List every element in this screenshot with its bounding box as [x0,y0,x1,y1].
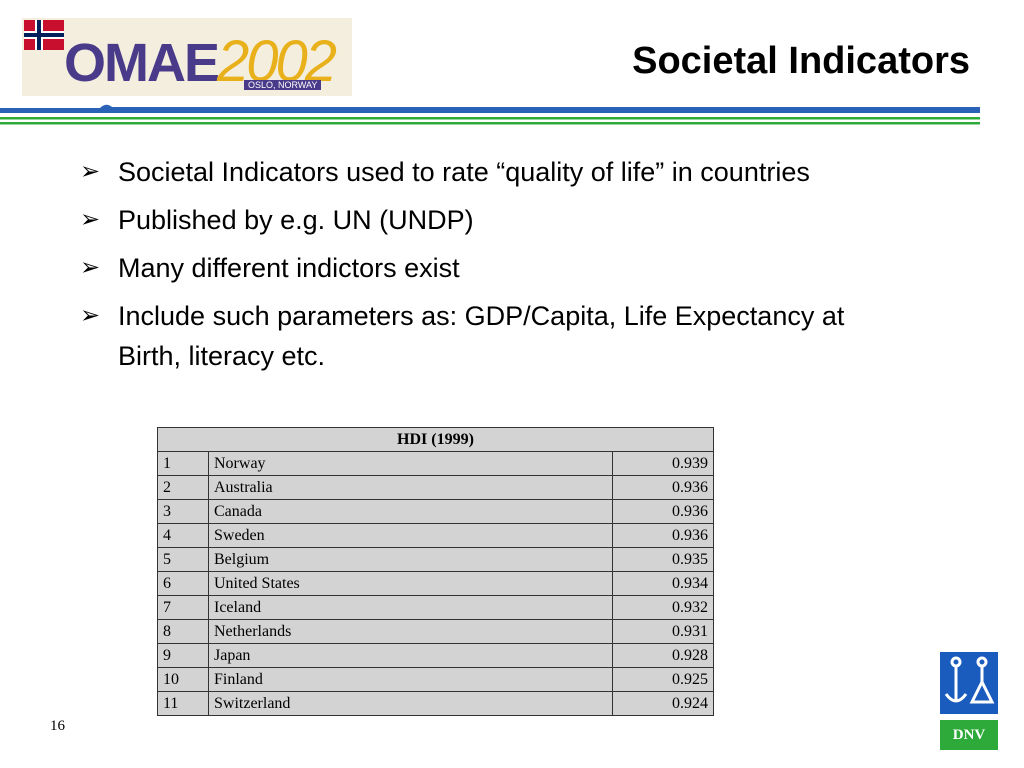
table-row: 6 United States 0.934 [157,571,714,596]
logo: OMAE 2002 OSLO, NORWAY [22,18,352,96]
country: Canada [208,499,613,524]
table-row: 10 Finland 0.925 [157,667,714,692]
country: Iceland [208,595,613,620]
rank: 11 [157,691,209,716]
country: Australia [208,475,613,500]
hdi-value: 0.936 [612,523,714,548]
hdi-table: HDI (1999) 1 Norway 0.939 2 Australia 0.936 3 C… [157,427,714,716]
rank: 4 [157,523,209,548]
dnv-icon [944,656,995,704]
bullet: ➢ Published by e.g. UN (UNDP) [80,200,880,240]
bullet-arrow: ➢ [80,302,101,329]
header-rule [0,104,980,125]
rank: 1 [157,451,209,476]
hdi-value: 0.936 [612,499,714,524]
table-header-row: HDI (1999) [157,427,714,452]
bullet-text: Societal Indicators used to rate “qualit… [118,157,810,187]
slide-title: Societal Indicators [632,40,970,82]
hdi-value: 0.939 [612,451,714,476]
page-number: 16 [50,718,65,734]
table-row: 7 Iceland 0.932 [157,595,714,620]
table-row: 9 Japan 0.928 [157,643,714,668]
country: Finland [208,667,613,692]
table-row: 11 Switzerland 0.924 [157,691,714,716]
green-rule [0,122,980,125]
rank: 7 [157,595,209,620]
hdi-value: 0.935 [612,547,714,572]
green-rule [0,117,980,120]
hdi-value: 0.925 [612,667,714,692]
rank: 3 [157,499,209,524]
table-title: HDI (1999) [157,427,714,452]
country: Netherlands [208,619,613,644]
bullet-text: Many different indictors exist [118,253,460,283]
logo-name: OMAE [64,33,220,93]
bullet: ➢ Societal Indicators used to rate “quali… [80,152,880,192]
dnv-emblem [940,652,998,714]
bullet: ➢ Include such parameters as: GDP/Capita,… [80,296,880,376]
table-row: 1 Norway 0.939 [157,451,714,476]
country: Japan [208,643,613,668]
hdi-value: 0.931 [612,619,714,644]
hdi-value: 0.934 [612,571,714,596]
table-row: 2 Australia 0.936 [157,475,714,500]
rank: 6 [157,571,209,596]
hdi-value: 0.932 [612,595,714,620]
table-row: 5 Belgium 0.935 [157,547,714,572]
country: Sweden [208,523,613,548]
rank: 9 [157,643,209,668]
hdi-value: 0.936 [612,475,714,500]
blue-rule [0,104,980,113]
table-row: 4 Sweden 0.936 [157,523,714,548]
hdi-value: 0.924 [612,691,714,716]
bullet-arrow: ➢ [80,254,101,281]
rank: 2 [157,475,209,500]
hdi-value: 0.928 [612,643,714,668]
flag [24,20,64,50]
logo-place: OSLO, NORWAY [244,80,322,90]
country: Norway [208,451,613,476]
bullet-arrow: ➢ [80,158,101,185]
rank: 5 [157,547,209,572]
rank: 8 [157,619,209,644]
bullet-list: ➢ Societal Indicators used to rate “quali… [80,152,880,384]
table-row: 8 Netherlands 0.931 [157,619,714,644]
country: United States [208,571,613,596]
bullet-text: Published by e.g. UN (UNDP) [118,205,474,235]
bullet-arrow: ➢ [80,206,101,233]
rank: 10 [157,667,209,692]
dnv-wordmark: DNV [940,720,998,750]
country: Belgium [208,547,613,572]
country: Switzerland [208,691,613,716]
bullet: ➢ Many different indictors exist [80,248,880,288]
table-row: 3 Canada 0.936 [157,499,714,524]
bullet-text: Include such parameters as: GDP/Capita, … [118,301,845,371]
